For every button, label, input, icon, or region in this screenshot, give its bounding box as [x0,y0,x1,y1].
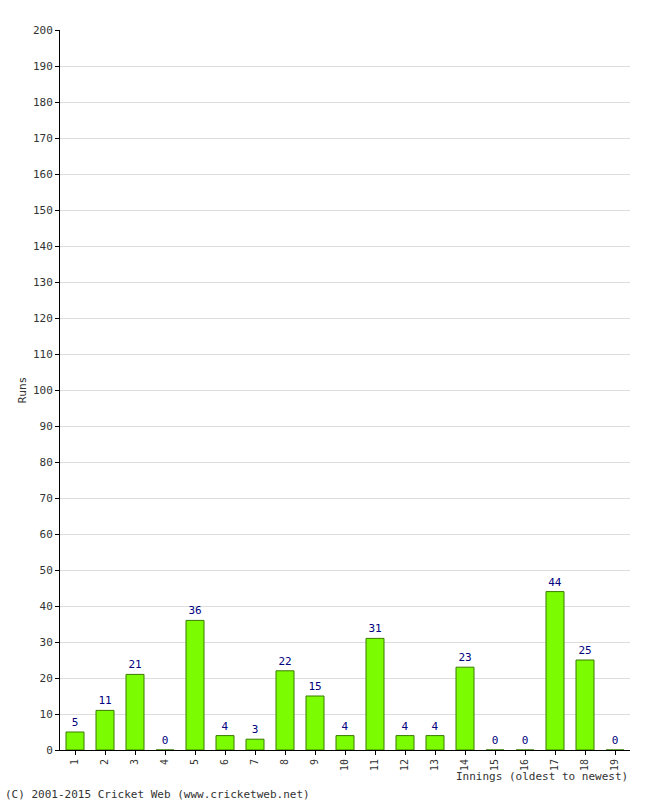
svg-text:120: 120 [33,312,53,325]
svg-text:4: 4 [402,720,409,733]
svg-text:6: 6 [219,759,230,765]
svg-text:0: 0 [612,734,619,747]
svg-text:2: 2 [99,759,110,765]
svg-text:4: 4 [222,720,229,733]
svg-text:30: 30 [40,636,53,649]
svg-text:200: 200 [33,24,53,37]
svg-text:21: 21 [128,658,141,671]
svg-text:44: 44 [548,576,562,589]
svg-text:25: 25 [578,644,591,657]
svg-text:160: 160 [33,168,53,181]
svg-text:40: 40 [40,600,53,613]
svg-text:190: 190 [33,60,53,73]
svg-text:Innings (oldest to newest): Innings (oldest to newest) [456,770,628,783]
svg-text:36: 36 [188,604,201,617]
svg-text:14: 14 [459,759,470,771]
svg-text:60: 60 [40,528,53,541]
svg-text:(C) 2001-2015 Cricket Web (www: (C) 2001-2015 Cricket Web (www.cricketwe… [5,788,310,800]
svg-text:15: 15 [308,680,321,693]
svg-text:0: 0 [162,734,169,747]
svg-text:0: 0 [522,734,529,747]
svg-text:23: 23 [458,651,471,664]
svg-text:11: 11 [98,694,111,707]
svg-text:4: 4 [159,759,170,765]
svg-text:9: 9 [309,759,320,765]
svg-text:22: 22 [278,655,291,668]
svg-text:180: 180 [33,96,53,109]
svg-text:16: 16 [519,759,530,771]
svg-text:7: 7 [249,759,260,765]
svg-text:1: 1 [69,759,80,765]
svg-text:Runs: Runs [16,377,29,404]
svg-text:19: 19 [609,759,620,771]
svg-text:0: 0 [492,734,499,747]
svg-text:90: 90 [40,420,53,433]
svg-text:130: 130 [33,276,53,289]
svg-text:12: 12 [399,759,410,771]
svg-text:110: 110 [33,348,53,361]
svg-text:5: 5 [72,716,79,729]
svg-text:8: 8 [279,759,290,765]
svg-text:4: 4 [432,720,439,733]
svg-text:3: 3 [252,723,259,736]
svg-text:140: 140 [33,240,53,253]
svg-text:170: 170 [33,132,53,145]
svg-text:100: 100 [33,384,53,397]
svg-text:10: 10 [40,708,53,721]
svg-text:31: 31 [368,622,381,635]
svg-text:20: 20 [40,672,53,685]
svg-text:13: 13 [429,759,440,771]
svg-text:80: 80 [40,456,53,469]
svg-text:0: 0 [46,744,53,757]
svg-text:17: 17 [549,759,560,771]
svg-text:3: 3 [129,759,140,765]
svg-text:10: 10 [339,759,350,771]
svg-text:18: 18 [579,759,590,771]
svg-text:5: 5 [189,759,200,765]
svg-text:50: 50 [40,564,53,577]
svg-text:4: 4 [342,720,349,733]
svg-text:70: 70 [40,492,53,505]
svg-text:150: 150 [33,204,53,217]
svg-text:15: 15 [489,759,500,771]
svg-text:11: 11 [369,759,380,771]
